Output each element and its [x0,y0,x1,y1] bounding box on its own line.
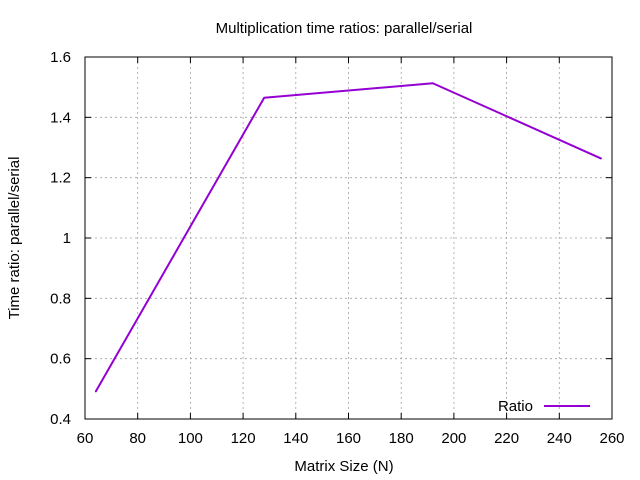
chart-title: Multiplication time ratios: parallel/ser… [216,20,473,37]
x-tick-label: 160 [336,430,361,447]
data-point [95,391,97,393]
data-point [263,97,265,99]
x-tick-label: 260 [599,430,624,447]
x-tick-label: 240 [547,430,572,447]
x-tick-label: 60 [77,430,94,447]
y-tick-label: 1.2 [50,170,71,187]
y-tick-label: 0.4 [50,411,71,428]
y-tick-label: 1 [63,230,71,247]
series-line-ratio [94,82,602,393]
x-tick-label: 100 [178,430,203,447]
data-point [600,158,602,160]
tick-labels: 60 80 100 120 140 160 180 200 220 240 260 0.4 0.6 0.8… [50,49,624,447]
x-axis-label: Matrix Size (N) [294,458,393,475]
x-tick-label: 120 [231,430,256,447]
data-point [432,82,434,84]
y-tick-label: 0.6 [50,351,71,368]
axis-ticks [84,56,613,420]
grid [85,57,612,419]
x-tick-label: 180 [389,430,414,447]
y-tick-label: 1.6 [50,49,71,66]
series-lines [94,82,602,393]
legend-label: Ratio [498,398,533,415]
x-tick-label: 200 [441,430,466,447]
x-tick-label: 140 [283,430,308,447]
x-tick-label: 80 [129,430,146,447]
y-tick-label: 1.4 [50,109,71,126]
x-tick-label: 220 [494,430,519,447]
y-tick-label: 0.8 [50,290,71,307]
legend: Ratio [498,398,590,415]
y-axis-label: Time ratio: parallel/serial [6,157,23,320]
